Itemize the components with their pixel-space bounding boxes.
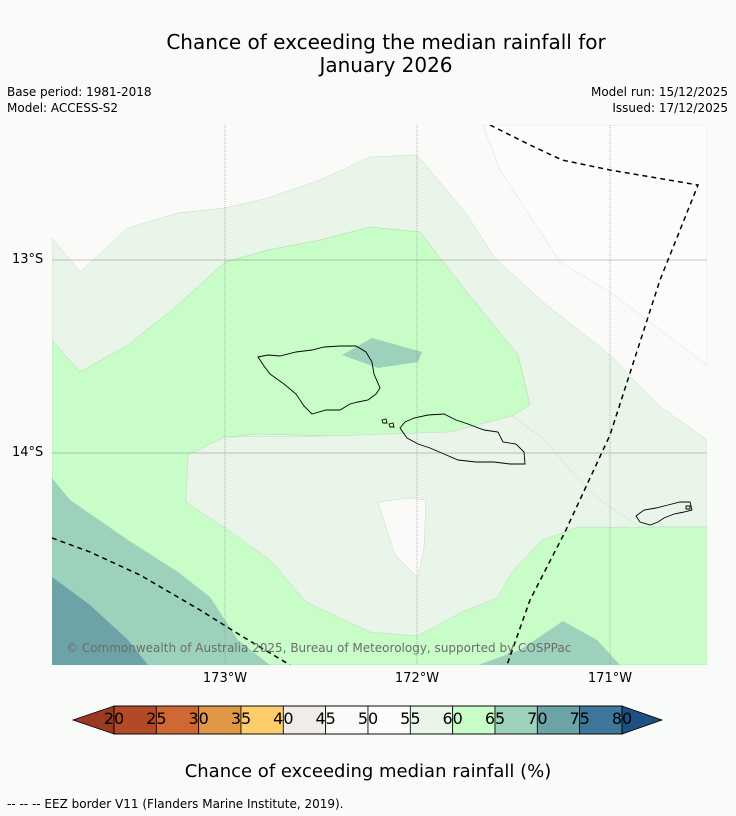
colorbar-tick-label: 70 [527,709,548,728]
run-info: Model run: 15/12/2025 Issued: 17/12/2025 [591,84,728,116]
colorbar-tick-label: 65 [484,709,506,728]
issued-date: Issued: 17/12/2025 [612,101,728,115]
region-45-50-inner [377,497,427,579]
colorbar-tick-label: 45 [315,709,336,728]
colorbar-tick-label: 60 [442,709,463,728]
region-65-70-se [478,621,620,665]
region-65-70-south [52,478,270,665]
colorbar-tick-label: 80 [611,709,633,728]
colorbar-tick-label: 40 [273,709,294,728]
model-name: Model: ACCESS-S2 [7,101,119,115]
tutuila-island [635,501,693,526]
lat-label-14s: 14°S [12,445,44,460]
base-period: Base period: 1981-2018 [7,85,152,99]
colorbar-bin-30-35 [198,705,242,735]
colorbar-bin-25-30 [155,705,200,735]
upolu-island [399,413,526,465]
colorbar-tick-label: 55 [400,709,421,728]
colorbar-tick-label: 25 [146,709,167,728]
islands [257,345,693,526]
colorbar-bin-50-55 [367,705,411,735]
savaii-island [257,345,381,415]
lon-label-171w: 171°W [587,671,633,686]
colorbar-label: Chance of exceeding median rainfall (%) [184,761,552,782]
colorbar-tick-label: 35 [230,709,252,728]
model-info: Base period: 1981-2018 Model: ACCESS-S2 [7,84,152,116]
colorbar-bin-45-50 [325,705,369,735]
lat-label-13s: 13°S [12,252,44,267]
region-70-75-south [52,577,148,665]
copyright-credit: © Commonwealth of Australia 2025, Bureau… [66,641,572,655]
aunuu-island [685,505,691,510]
region-65-70-upolu [342,338,422,368]
colorbar-tick-label: 50 [357,709,379,728]
lon-label-173w: 173°W [202,671,248,686]
title-line-1: Chance of exceeding the median rainfall … [166,30,606,54]
lon-label-172w: 172°W [394,671,440,686]
colorbar-tick-label: 75 [569,709,590,728]
colorbar-tick-label: 20 [103,709,125,728]
apolima-island [388,422,395,428]
manono-island [381,418,388,424]
model-run: Model run: 15/12/2025 [590,85,728,99]
eez-legend: -- -- -- EEZ border V11 (Flanders Marine… [7,797,344,811]
eez-border [52,125,700,665]
graticule [52,125,707,665]
map-title: Chance of exceeding the median rainfall … [0,31,736,77]
colorbar-outline [113,705,623,735]
colorbar-tick-label: 30 [188,709,209,728]
title-line-2: January 2026 [319,53,453,77]
